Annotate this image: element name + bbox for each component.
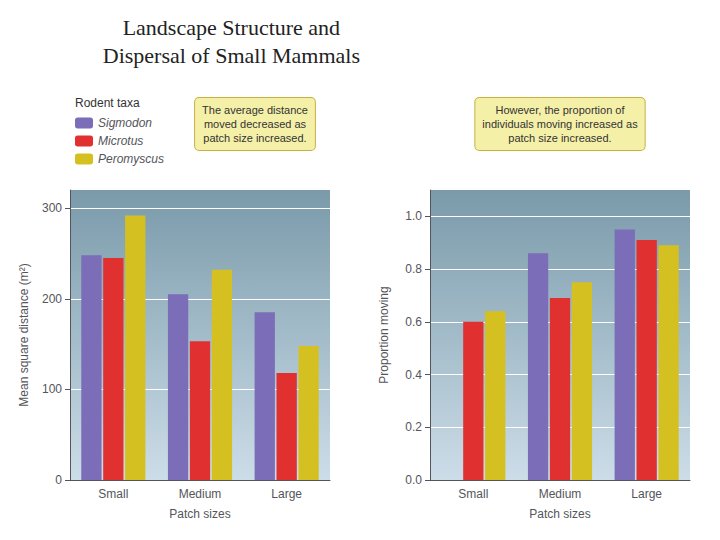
svg-text:moved decreased as: moved decreased as: [204, 118, 307, 130]
svg-text:0.6: 0.6: [405, 315, 422, 329]
svg-text:patch size increased.: patch size increased.: [203, 132, 306, 144]
svg-text:1.0: 1.0: [405, 209, 422, 223]
svg-text:Mean square distance (m²): Mean square distance (m²): [17, 263, 31, 406]
svg-text:individuals moving increased a: individuals moving increased as: [482, 118, 638, 130]
svg-text:0.4: 0.4: [405, 368, 422, 382]
svg-text:Landscape Structure and: Landscape Structure and: [123, 15, 340, 40]
svg-text:Proportion moving: Proportion moving: [377, 286, 391, 383]
svg-text:Small: Small: [458, 487, 488, 501]
svg-text:Peromyscus: Peromyscus: [98, 152, 164, 166]
svg-text:0.8: 0.8: [405, 262, 422, 276]
svg-text:Microtus: Microtus: [98, 134, 143, 148]
svg-text:Sigmodon: Sigmodon: [98, 116, 152, 130]
svg-text:Dispersal of Small Mammals: Dispersal of Small Mammals: [103, 43, 360, 68]
svg-text:patch size increased.: patch size increased.: [508, 132, 611, 144]
svg-text:Medium: Medium: [179, 487, 222, 501]
svg-text:100: 100: [42, 382, 62, 396]
svg-text:200: 200: [42, 292, 62, 306]
svg-text:Small: Small: [98, 487, 128, 501]
svg-text:Patch sizes: Patch sizes: [169, 507, 230, 521]
svg-text:0.0: 0.0: [405, 473, 422, 487]
svg-text:However, the proportion of: However, the proportion of: [495, 104, 625, 116]
svg-text:0: 0: [55, 473, 62, 487]
svg-text:0.2: 0.2: [405, 420, 422, 434]
svg-text:Large: Large: [271, 487, 302, 501]
svg-text:300: 300: [42, 201, 62, 215]
svg-text:The average distance: The average distance: [202, 104, 308, 116]
svg-text:Rodent taxa: Rodent taxa: [75, 96, 140, 110]
svg-text:Patch sizes: Patch sizes: [529, 507, 590, 521]
svg-text:Medium: Medium: [539, 487, 582, 501]
svg-text:Large: Large: [631, 487, 662, 501]
